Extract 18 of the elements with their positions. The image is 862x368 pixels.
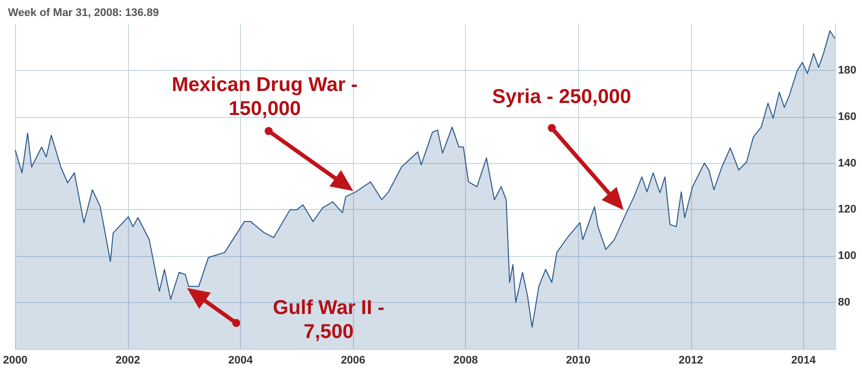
x-tick-label: 2004 [228, 354, 254, 366]
x-tick-label: 2010 [566, 354, 591, 366]
x-tick-label: 2012 [678, 354, 704, 366]
x-tick-label: 2002 [116, 354, 140, 366]
y-tick-label: 140 [838, 157, 856, 170]
x-tick-label: 2008 [453, 354, 478, 366]
y-tick-label: 160 [838, 110, 856, 123]
annotation: Mexican Drug War - 150,000 [172, 73, 358, 121]
y-tick-label: 100 [838, 250, 856, 262]
text: Week of Mar 31, 2008: 136.89 [8, 7, 159, 19]
annotation: Syria - 250,000 [492, 85, 632, 109]
y-tick-label: 180 [838, 64, 856, 76]
x-tick-label: 2014 [791, 354, 817, 366]
y-tick-label: 120 [838, 204, 856, 216]
y-tick-label: 80 [838, 296, 850, 309]
x-tick-label: 2000 [2, 354, 28, 366]
annotation: Gulf War II - 7,500 [272, 296, 384, 344]
x-tick-label: 2006 [340, 354, 366, 366]
